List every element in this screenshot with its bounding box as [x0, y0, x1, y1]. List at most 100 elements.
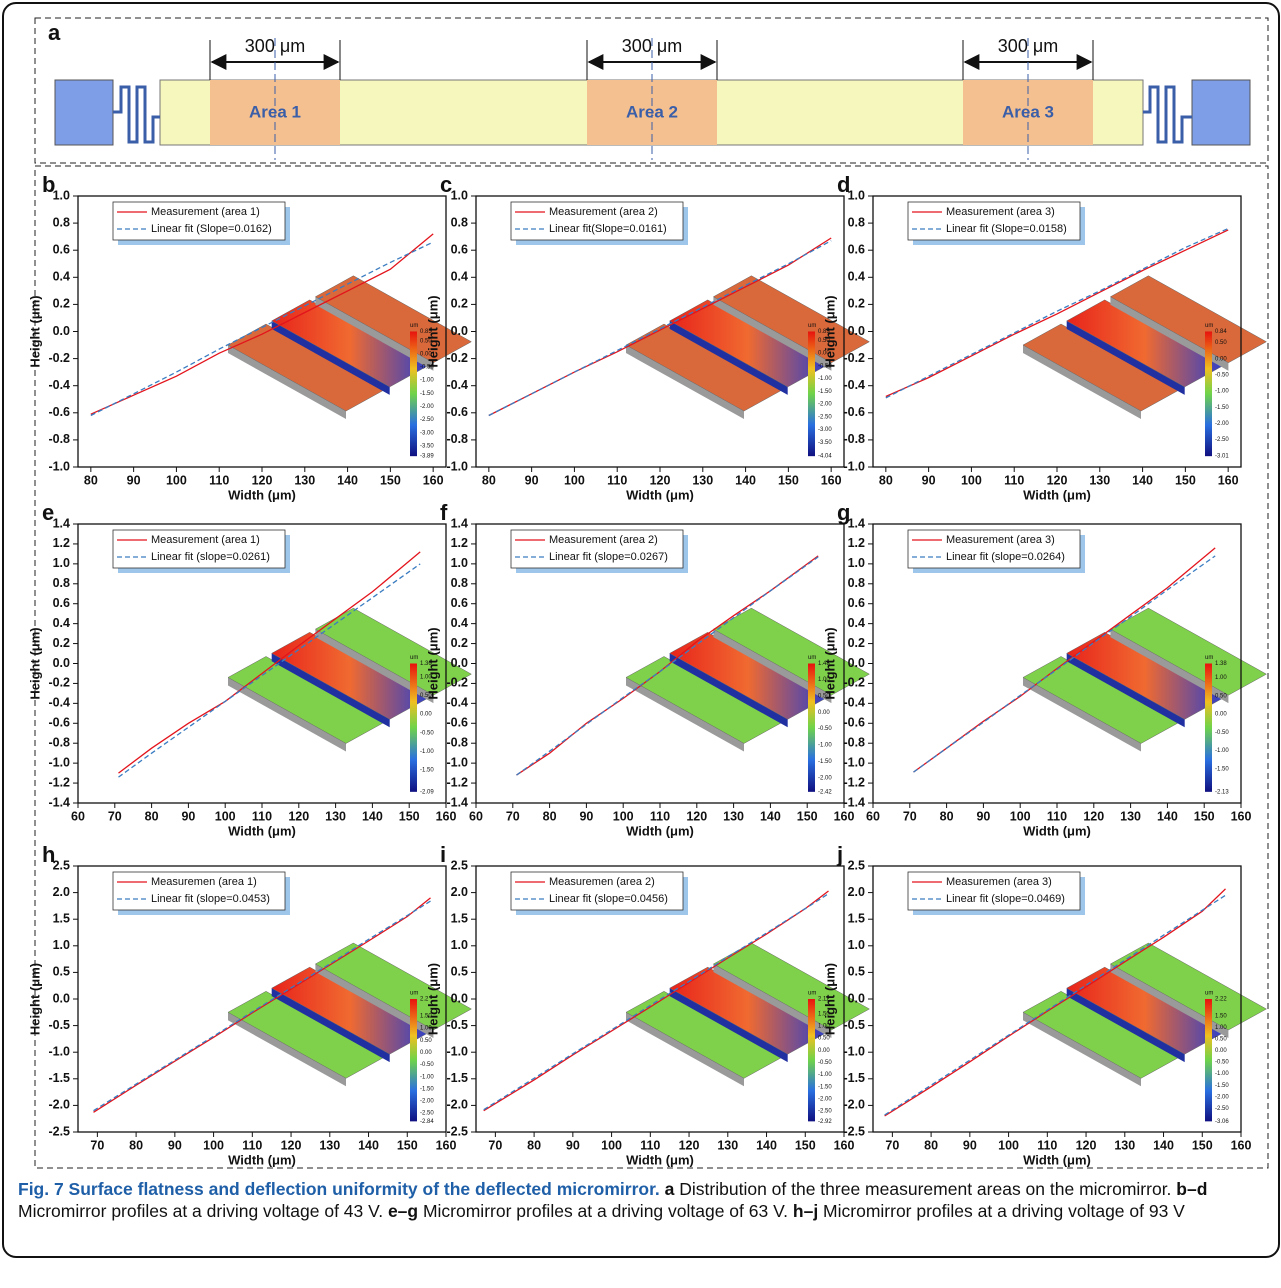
x-tick-label: 70 — [903, 809, 917, 823]
y-tick-label: 1.0 — [451, 556, 468, 570]
y-tick-label: 0.0 — [451, 656, 468, 670]
y-tick-label: -0.6 — [48, 716, 70, 730]
x-tick-label: 60 — [469, 809, 483, 823]
y-tick-label: -0.2 — [48, 351, 70, 365]
dimension-label: 300 μm — [622, 36, 682, 56]
x-tick-label: 150 — [795, 1138, 816, 1152]
x-tick-label: 120 — [1047, 473, 1068, 487]
legend-label: Linear fit (slope=0.0456) — [549, 893, 668, 905]
y-axis-label: Height (μm) — [822, 963, 837, 1035]
y-tick-label: -1.5 — [48, 1071, 70, 1085]
x-axis-label: Width (μm) — [1023, 1152, 1091, 1167]
colorbar-tick-label: -3.06 — [1215, 1119, 1229, 1125]
caption-text: Micromirror profiles at a driving voltag… — [818, 1201, 1185, 1221]
x-tick-label: 100 — [998, 1138, 1019, 1152]
x-tick-label: 130 — [294, 473, 315, 487]
x-tick-label: 140 — [735, 473, 756, 487]
legend-label: Linear fit (slope=0.0261) — [151, 551, 270, 563]
legend-label: Linear fit (Slope=0.0158) — [946, 223, 1067, 235]
x-tick-label: 140 — [1157, 809, 1178, 823]
x-tick-label: 140 — [362, 809, 383, 823]
colorbar-tick-label: -2.92 — [818, 1119, 832, 1125]
x-tick-label: 150 — [1175, 473, 1196, 487]
x-tick-label: 80 — [879, 473, 893, 487]
x-tick-label: 130 — [1120, 809, 1141, 823]
panel-label: g — [837, 500, 850, 525]
x-tick-label: 110 — [650, 809, 670, 823]
colorbar-tick-label: -1.00 — [818, 1072, 832, 1078]
colorbar-tick-label: 1.50 — [1215, 1013, 1227, 1019]
x-axis-label: Width (μm) — [228, 1152, 296, 1167]
y-tick-label: 0.6 — [848, 242, 865, 256]
x-tick-label: 140 — [1153, 1138, 1174, 1152]
x-tick-label: 160 — [821, 473, 842, 487]
colorbar-tick-label: -2.00 — [420, 1099, 434, 1105]
colorbar-tick-label: -2.09 — [420, 789, 434, 795]
y-axis-label: Height (μm) — [27, 295, 42, 367]
colorbar-tick-label: -4.04 — [818, 454, 832, 460]
y-tick-label: -0.6 — [446, 405, 468, 419]
colorbar-tick-label: 0.50 — [1215, 340, 1227, 346]
x-tick-label: 160 — [1231, 809, 1252, 823]
x-tick-label: 70 — [506, 809, 520, 823]
legend-label: Measurement (area 3) — [946, 534, 1055, 546]
figure: a 300 μmArea 1300 μmArea 2300 μmArea 3um… — [0, 0, 1281, 1175]
colorbar-tick-label: 0.00 — [1215, 1048, 1227, 1054]
area-label: Area 1 — [249, 102, 301, 121]
legend-label: Linear fit (slope=0.0267) — [549, 551, 668, 563]
x-tick-label: 100 — [961, 473, 982, 487]
x-tick-label: 130 — [319, 1138, 340, 1152]
colorbar-tick-label: -1.50 — [420, 391, 434, 397]
y-tick-label: -0.4 — [48, 378, 70, 392]
colorbar — [410, 664, 417, 792]
colorbar-unit: um — [1205, 323, 1213, 329]
spring — [1143, 87, 1192, 142]
x-tick-label: 110 — [640, 1138, 660, 1152]
y-tick-label: -1.2 — [48, 775, 70, 789]
colorbar-tick-label: -2.00 — [420, 404, 434, 410]
colorbar-tick-label: 0.00 — [420, 1050, 432, 1056]
x-tick-label: 160 — [834, 809, 855, 823]
y-tick-label: -1.4 — [843, 795, 865, 809]
y-tick-label: 1.0 — [53, 938, 70, 952]
colorbar-tick-label: -3.89 — [420, 454, 434, 460]
colorbar-tick-label: -2.50 — [1215, 437, 1229, 443]
x-axis-label: Width (μm) — [626, 487, 694, 502]
x-axis-label: Width (μm) — [1023, 487, 1091, 502]
y-tick-label: -1.5 — [446, 1071, 468, 1085]
x-tick-label: 130 — [717, 1138, 738, 1152]
inset-3d — [1023, 276, 1266, 419]
colorbar-tick-label: -2.50 — [818, 1109, 832, 1115]
x-tick-label: 130 — [723, 809, 744, 823]
x-tick-label: 140 — [756, 1138, 777, 1152]
y-tick-label: 1.5 — [848, 911, 865, 925]
y-tick-label: -0.8 — [446, 432, 468, 446]
y-tick-label: -1.0 — [446, 1044, 468, 1058]
area-label: Area 3 — [1002, 102, 1054, 121]
colorbar-tick-label: -1.50 — [818, 389, 832, 395]
x-tick-label: 90 — [181, 809, 195, 823]
page: { "diagram": {"label": "a", "widths": ["… — [0, 0, 1281, 1288]
y-tick-label: -1.2 — [843, 775, 865, 789]
colorbar-tick-label: -1.50 — [818, 1084, 832, 1090]
y-tick-label: 0.6 — [53, 242, 70, 256]
x-tick-label: 70 — [885, 1138, 899, 1152]
y-tick-label: 0.4 — [53, 616, 70, 630]
inset-3d — [1023, 608, 1266, 751]
x-tick-label: 90 — [168, 1138, 182, 1152]
x-tick-label: 120 — [679, 1138, 700, 1152]
colorbar-tick-label: -0.50 — [1215, 372, 1229, 378]
x-tick-label: 60 — [71, 809, 85, 823]
colorbar-tick-label: -3.00 — [420, 430, 434, 436]
y-tick-label: 1.0 — [53, 556, 70, 570]
x-tick-label: 130 — [1089, 473, 1110, 487]
x-tick-label: 140 — [1132, 473, 1153, 487]
x-tick-label: 80 — [129, 1138, 143, 1152]
y-tick-label: -0.2 — [48, 676, 70, 690]
y-tick-label: 0.5 — [451, 965, 468, 979]
colorbar-tick-label: -2.50 — [420, 417, 434, 423]
x-tick-label: 110 — [1037, 1138, 1057, 1152]
y-tick-label: 0.0 — [53, 656, 70, 670]
x-tick-label: 160 — [436, 1138, 457, 1152]
y-tick-label: 0.5 — [848, 965, 865, 979]
